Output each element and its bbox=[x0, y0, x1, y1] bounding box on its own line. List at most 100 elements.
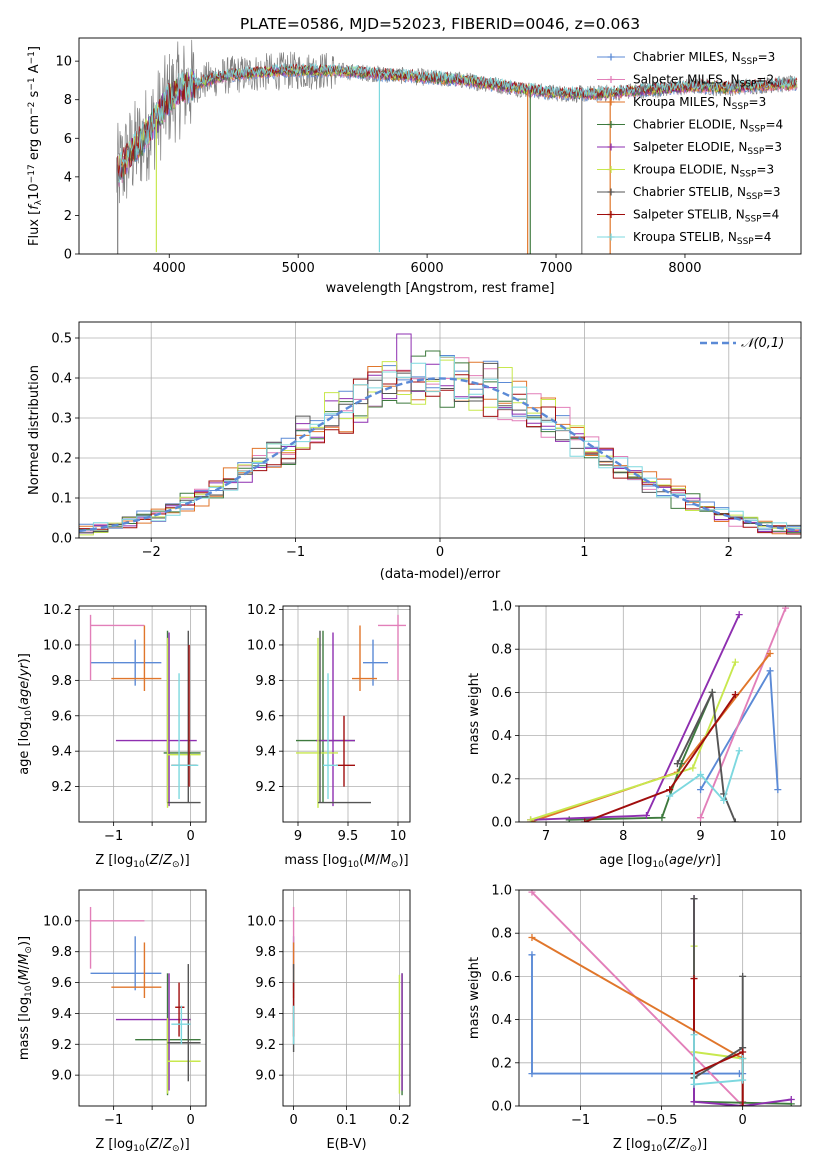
axes-frame bbox=[282, 605, 411, 823]
x-tick-label: 5000 bbox=[282, 261, 315, 276]
label-part: =3 bbox=[758, 50, 776, 64]
axes-frame bbox=[518, 889, 802, 1107]
series-kroupa-elodie bbox=[693, 946, 743, 1060]
legend-label: Chabrier MILES, NSSP=3 bbox=[633, 50, 775, 67]
label-part: A bbox=[27, 64, 42, 77]
plus-marker bbox=[690, 1080, 698, 1088]
label-part: )] bbox=[17, 653, 32, 663]
label-part: ] bbox=[27, 46, 42, 51]
plus-marker bbox=[697, 814, 705, 822]
y-tick-label: 10.0 bbox=[247, 914, 276, 929]
label-part: SSP bbox=[732, 102, 749, 112]
normal-curve bbox=[79, 377, 801, 533]
x-tick-label: 2 bbox=[725, 545, 733, 560]
series-salpeter-stelib bbox=[584, 694, 737, 822]
label-part: s bbox=[27, 90, 42, 101]
y-tick-label: 9.6 bbox=[255, 976, 276, 991]
label-part: age [log bbox=[599, 853, 652, 868]
plus-marker bbox=[607, 121, 615, 128]
label-part: Z bbox=[149, 1137, 160, 1152]
label-part: −1 bbox=[27, 77, 37, 90]
series-chabrier-stelib bbox=[693, 898, 744, 1106]
label-part: Flux [ bbox=[27, 210, 42, 246]
y-tick-label: 10.2 bbox=[247, 603, 276, 618]
series-kroupa-stelib bbox=[693, 1034, 744, 1086]
series-chabrier-miles bbox=[531, 954, 743, 1075]
label-part: ⊙ bbox=[391, 860, 399, 870]
x-tick-label: 7 bbox=[542, 829, 550, 844]
series-salpeter-stelib bbox=[693, 978, 744, 1106]
label-part: Salpeter ELODIE, N bbox=[633, 140, 747, 154]
plus-marker bbox=[720, 796, 728, 804]
label-part: −2 bbox=[27, 102, 37, 115]
y-axis-label: mass weight bbox=[467, 957, 482, 1039]
y-tick-label: 0.2 bbox=[491, 772, 512, 787]
legend-label: Chabrier ELODIE, NSSP=4 bbox=[633, 118, 783, 135]
plus-marker bbox=[528, 934, 536, 942]
plus-marker bbox=[607, 211, 615, 218]
label-part: =3 bbox=[764, 140, 782, 154]
series-salpeter-miles bbox=[699, 607, 787, 819]
label-part: / bbox=[159, 853, 164, 868]
plus-marker bbox=[689, 764, 697, 772]
x-tick-label: −1 bbox=[571, 1113, 590, 1128]
x-tick-label: 10 bbox=[390, 829, 407, 844]
label-part: )] bbox=[180, 853, 190, 868]
axes-frame bbox=[78, 605, 207, 823]
plus-marker bbox=[581, 818, 589, 822]
x-tick-label: 9.5 bbox=[338, 829, 359, 844]
label-part: =3 bbox=[763, 185, 781, 199]
label-part: λ bbox=[34, 199, 44, 205]
x-axis-label: E(B-V) bbox=[326, 1137, 366, 1152]
y-tick-label: 10.0 bbox=[43, 914, 72, 929]
plot-area bbox=[79, 890, 206, 1106]
panel-spectrum: 4000 5000 6000 7000 8000 0 2 4 6 8 10 wavelength [A… bbox=[27, 37, 802, 296]
plus-marker bbox=[708, 688, 716, 696]
plus-marker bbox=[690, 895, 698, 903]
y-tick-label: 9.2 bbox=[51, 780, 72, 795]
label-part: Kroupa MILES, N bbox=[633, 95, 732, 109]
label-part: ( bbox=[145, 1137, 150, 1152]
label-part: SSP bbox=[741, 57, 758, 67]
label-part: / bbox=[17, 676, 32, 681]
y-tick-label: 0.0 bbox=[491, 816, 512, 831]
y-tick-label: 0.0 bbox=[51, 532, 72, 547]
plus-marker bbox=[607, 188, 615, 196]
label-part: SSP bbox=[746, 192, 763, 202]
label-part: =3 bbox=[749, 95, 767, 109]
y-tick-label: 10.0 bbox=[43, 638, 72, 653]
model-spectrum-kroupa-stelib bbox=[117, 62, 798, 183]
x-axis-label: mass [log10(M/M⊙)] bbox=[284, 853, 408, 870]
y-axis-label: Normed distribution bbox=[27, 365, 42, 495]
y-tick-label: 9.0 bbox=[51, 1069, 72, 1084]
label-part: / bbox=[693, 853, 698, 868]
y-tick-label: 9.6 bbox=[51, 709, 72, 724]
x-tick-label: 8000 bbox=[668, 261, 701, 276]
y-tick-label: 0.6 bbox=[491, 970, 512, 985]
y-axis-label: mass weight bbox=[467, 673, 482, 755]
y-tick-label: 2 bbox=[64, 209, 72, 224]
label-part: )] bbox=[697, 1137, 707, 1152]
series-kroupa-elodie bbox=[530, 661, 737, 821]
y-tick-label: 9.4 bbox=[255, 745, 276, 760]
label-part: )] bbox=[398, 853, 408, 868]
plus-marker bbox=[607, 98, 615, 106]
x-axis-label: age [log10(age/yr)] bbox=[599, 853, 721, 870]
y-tick-label: 1.0 bbox=[491, 600, 512, 615]
axes-frame bbox=[518, 605, 802, 823]
plot-area bbox=[116, 39, 798, 254]
series-kroupa-miles bbox=[531, 936, 744, 1106]
label-part: Salpeter MILES, N bbox=[633, 73, 740, 87]
plus-marker bbox=[731, 691, 739, 699]
y-tick-label: 9.4 bbox=[51, 1007, 72, 1022]
plus-marker bbox=[690, 1031, 698, 1039]
plus-marker bbox=[731, 658, 739, 666]
label-part: Z bbox=[162, 853, 173, 868]
label-part: / bbox=[159, 1137, 164, 1152]
label-part: mass [log bbox=[284, 853, 347, 868]
legend-label: Chabrier STELIB, NSSP=3 bbox=[633, 185, 781, 202]
x-tick-label: −1 bbox=[104, 1113, 123, 1128]
y-tick-label: 0.4 bbox=[51, 372, 72, 387]
y-tick-label: 9.2 bbox=[255, 780, 276, 795]
